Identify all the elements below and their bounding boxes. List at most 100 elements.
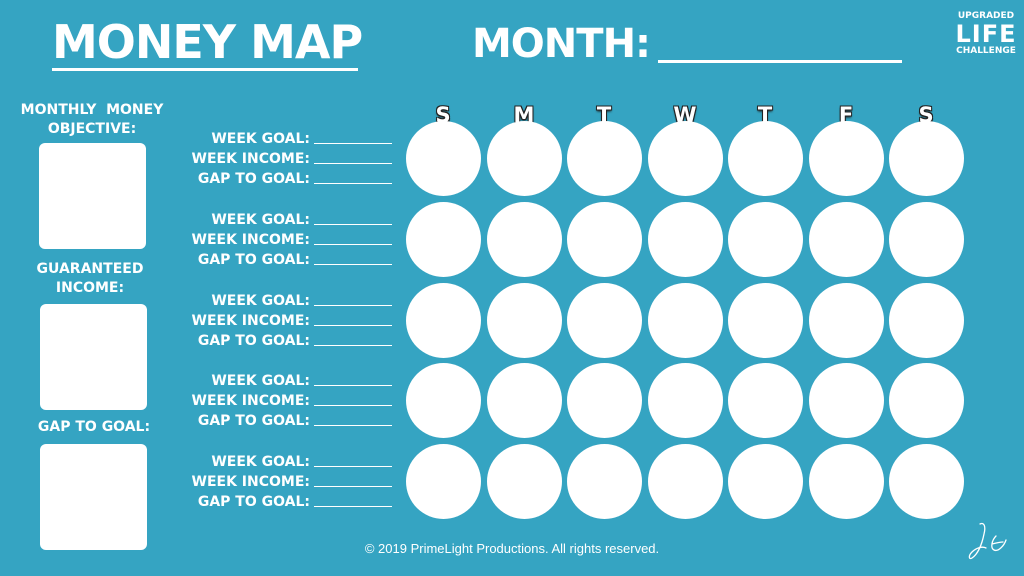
week-goal-input-line[interactable] bbox=[314, 465, 392, 467]
day-circle[interactable] bbox=[889, 444, 964, 519]
week-income-label: WEEK INCOME: bbox=[191, 151, 311, 167]
monthly-objective-label-line-1: MONTHLY MONEY bbox=[20, 102, 164, 118]
week-gap-row: GAP TO GOAL: bbox=[166, 411, 392, 431]
week-gap-input-line[interactable] bbox=[314, 344, 392, 346]
week-income-input-line[interactable] bbox=[314, 404, 392, 406]
week-goal-label: WEEK GOAL: bbox=[211, 454, 310, 470]
week-gap-label: GAP TO GOAL: bbox=[197, 171, 310, 187]
day-circle[interactable] bbox=[567, 363, 642, 438]
gap-to-goal-box[interactable] bbox=[40, 444, 147, 550]
day-circle[interactable] bbox=[809, 283, 884, 358]
copyright-footer: © 2019 PrimeLight Productions. All right… bbox=[364, 541, 660, 556]
week-gap-input-line[interactable] bbox=[314, 424, 392, 426]
week-income-row: WEEK INCOME: bbox=[166, 149, 392, 169]
week-gap-input-line[interactable] bbox=[314, 263, 392, 265]
week-income-row: WEEK INCOME: bbox=[166, 472, 392, 492]
day-circle[interactable] bbox=[567, 444, 642, 519]
week-income-row: WEEK INCOME: bbox=[166, 230, 392, 250]
gap-to-goal-label: GAP TO GOAL: bbox=[4, 418, 184, 437]
week-gap-label: GAP TO GOAL: bbox=[197, 494, 310, 510]
logo-line-2: LIFE bbox=[955, 20, 1017, 48]
day-circle[interactable] bbox=[648, 363, 723, 438]
week-goal-input-line[interactable] bbox=[314, 142, 392, 144]
gap-to-goal-label-text: GAP TO GOAL: bbox=[37, 419, 151, 435]
week-income-label: WEEK INCOME: bbox=[191, 232, 311, 248]
week-income-input-line[interactable] bbox=[314, 485, 392, 487]
month-input-line[interactable] bbox=[658, 60, 902, 63]
day-circle[interactable] bbox=[728, 363, 803, 438]
week-goal-row: WEEK GOAL: bbox=[166, 129, 392, 149]
week-goal-label: WEEK GOAL: bbox=[211, 131, 310, 147]
day-circle[interactable] bbox=[809, 202, 884, 277]
week-gap-row: GAP TO GOAL: bbox=[166, 492, 392, 512]
day-circle[interactable] bbox=[406, 283, 481, 358]
week-income-row: WEEK INCOME: bbox=[166, 391, 392, 411]
week-goal-input-line[interactable] bbox=[314, 384, 392, 386]
week-gap-row: GAP TO GOAL: bbox=[166, 331, 392, 351]
day-circle[interactable] bbox=[406, 363, 481, 438]
week-goal-row: WEEK GOAL: bbox=[166, 210, 392, 230]
monthly-objective-box[interactable] bbox=[39, 143, 146, 249]
day-circle[interactable] bbox=[487, 444, 562, 519]
week-goal-input-line[interactable] bbox=[314, 304, 392, 306]
week-income-input-line[interactable] bbox=[314, 243, 392, 245]
guaranteed-income-label-line-1: GUARANTEED bbox=[36, 261, 144, 277]
week-block: WEEK GOAL: WEEK INCOME: GAP TO GOAL: bbox=[166, 129, 392, 189]
week-income-input-line[interactable] bbox=[314, 162, 392, 164]
day-circle[interactable] bbox=[406, 444, 481, 519]
day-circle[interactable] bbox=[487, 121, 562, 196]
week-goal-row: WEEK GOAL: bbox=[166, 291, 392, 311]
day-circle[interactable] bbox=[406, 121, 481, 196]
day-circle[interactable] bbox=[889, 202, 964, 277]
logo-line-1: UPGRADED bbox=[957, 11, 1015, 21]
day-circle[interactable] bbox=[648, 202, 723, 277]
day-circle[interactable] bbox=[648, 283, 723, 358]
day-circle[interactable] bbox=[728, 121, 803, 196]
week-goal-label: WEEK GOAL: bbox=[211, 373, 310, 389]
week-block: WEEK GOAL: WEEK INCOME: GAP TO GOAL: bbox=[166, 291, 392, 351]
week-gap-row: GAP TO GOAL: bbox=[166, 169, 392, 189]
day-circle[interactable] bbox=[809, 121, 884, 196]
day-circle[interactable] bbox=[487, 202, 562, 277]
upgraded-life-challenge-logo: UPGRADED LIFE CHALLENGE bbox=[955, 12, 1017, 56]
day-circle[interactable] bbox=[728, 444, 803, 519]
day-circle[interactable] bbox=[728, 202, 803, 277]
guaranteed-income-box[interactable] bbox=[40, 304, 147, 410]
week-goal-label: WEEK GOAL: bbox=[211, 212, 310, 228]
week-gap-input-line[interactable] bbox=[314, 505, 392, 507]
week-block: WEEK GOAL: WEEK INCOME: GAP TO GOAL: bbox=[166, 371, 392, 431]
week-block: WEEK GOAL: WEEK INCOME: GAP TO GOAL: bbox=[166, 452, 392, 512]
week-income-input-line[interactable] bbox=[314, 324, 392, 326]
day-circle[interactable] bbox=[487, 283, 562, 358]
week-gap-input-line[interactable] bbox=[314, 182, 392, 184]
monthly-objective-label: MONTHLY MONEY OBJECTIVE: bbox=[2, 101, 182, 139]
week-goal-row: WEEK GOAL: bbox=[166, 452, 392, 472]
week-gap-row: GAP TO GOAL: bbox=[166, 250, 392, 270]
signature-icon bbox=[968, 522, 1007, 560]
week-goal-input-line[interactable] bbox=[314, 223, 392, 225]
title-underline bbox=[52, 68, 358, 71]
day-circle[interactable] bbox=[809, 444, 884, 519]
day-circle[interactable] bbox=[648, 444, 723, 519]
day-circle[interactable] bbox=[406, 202, 481, 277]
day-circle[interactable] bbox=[728, 283, 803, 358]
monthly-objective-label-line-2: OBJECTIVE: bbox=[47, 121, 137, 137]
month-label: MONTH: bbox=[472, 21, 651, 67]
day-circle[interactable] bbox=[889, 283, 964, 358]
week-gap-label: GAP TO GOAL: bbox=[197, 252, 310, 268]
day-circle[interactable] bbox=[567, 283, 642, 358]
day-circle[interactable] bbox=[567, 121, 642, 196]
day-circle[interactable] bbox=[487, 363, 562, 438]
week-goal-label: WEEK GOAL: bbox=[211, 293, 310, 309]
week-block: WEEK GOAL: WEEK INCOME: GAP TO GOAL: bbox=[166, 210, 392, 270]
day-circle[interactable] bbox=[889, 363, 964, 438]
week-income-label: WEEK INCOME: bbox=[191, 313, 311, 329]
guaranteed-income-label: GUARANTEED INCOME: bbox=[0, 260, 180, 298]
day-circle[interactable] bbox=[889, 121, 964, 196]
day-circle[interactable] bbox=[648, 121, 723, 196]
day-circle[interactable] bbox=[567, 202, 642, 277]
money-map-title: MONEY MAP bbox=[52, 15, 363, 69]
week-goal-row: WEEK GOAL: bbox=[166, 371, 392, 391]
day-circle[interactable] bbox=[809, 363, 884, 438]
week-income-row: WEEK INCOME: bbox=[166, 311, 392, 331]
